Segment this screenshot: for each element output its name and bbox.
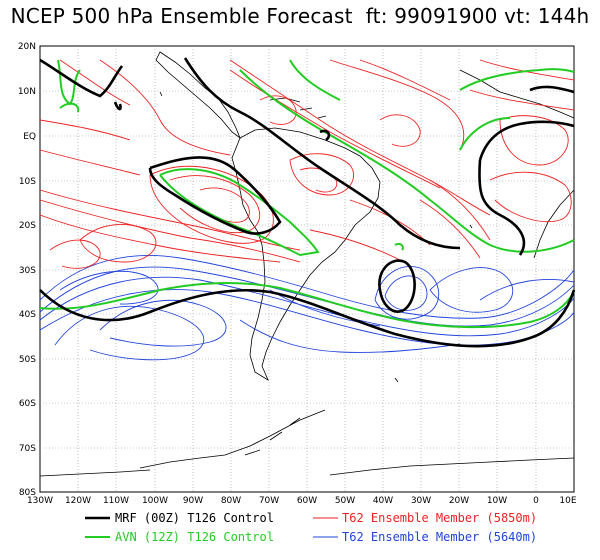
- lat-label-60s: 60S: [19, 399, 36, 409]
- lat-label-40s: 40S: [19, 310, 36, 320]
- legend: MRF (00Z) T126 Control AVN (12Z) T126 Co…: [85, 511, 537, 544]
- lon-label-10e: 10E: [559, 496, 576, 506]
- lon-label-80w: 80W: [221, 496, 241, 506]
- lon-label-40w: 40W: [373, 496, 393, 506]
- islands: [159, 91, 473, 383]
- antarctica-coast: [39, 457, 575, 477]
- lon-label-20w: 20W: [449, 496, 469, 506]
- lat-label-70s: 70S: [19, 444, 36, 454]
- chart-title: NCEP 500 hPa Ensemble Forecast ft: 99091…: [10, 4, 590, 28]
- central-america-coast: [155, 51, 241, 140]
- lat-label-eq: EQ: [23, 132, 36, 142]
- lon-label-90w: 90W: [183, 496, 203, 506]
- lon-label-130w: 130W: [27, 496, 53, 506]
- avn-control-contour: [39, 59, 575, 329]
- lon-label-30w: 30W: [411, 496, 431, 506]
- lat-label-20s: 20S: [19, 221, 36, 231]
- antarctic-peninsula: [139, 409, 326, 469]
- lon-label-70w: 70W: [259, 496, 279, 506]
- lat-label-10s: 10S: [19, 177, 36, 187]
- lon-label-100w: 100W: [142, 496, 168, 506]
- lat-label-20n: 20N: [18, 42, 36, 52]
- graticule: [40, 46, 574, 492]
- lon-label-110w: 110W: [103, 496, 129, 506]
- lon-label-120w: 120W: [65, 496, 91, 506]
- legend-label-avn: AVN (12Z) T126 Control: [115, 530, 274, 544]
- lon-label-50w: 50W: [335, 496, 355, 506]
- legend-label-blue-member: T62 Ensemble Member (5640m): [342, 530, 537, 544]
- lat-label-10n: 10N: [18, 87, 36, 97]
- lat-label-80s: 80S: [19, 488, 36, 498]
- legend-label-red-member: T62 Ensemble Member (5850m): [342, 511, 537, 525]
- mrf-control-contour: [39, 57, 576, 348]
- red-ensemble-contours: [39, 59, 575, 269]
- lon-label-60w: 60W: [297, 496, 317, 506]
- lat-label-30s: 30S: [19, 266, 36, 276]
- legend-label-mrf: MRF (00Z) T126 Control: [115, 511, 274, 525]
- latitude-axis: 20N 10N EQ 10S 20S 30S 40S 50S 60S 70S 8…: [18, 42, 36, 498]
- lat-label-50s: 50S: [19, 355, 36, 365]
- lon-label-0: 0: [533, 496, 539, 506]
- longitude-axis: 130W 120W 110W 100W 90W 80W 70W 60W 50W …: [27, 496, 577, 506]
- lon-label-10w: 10W: [487, 496, 507, 506]
